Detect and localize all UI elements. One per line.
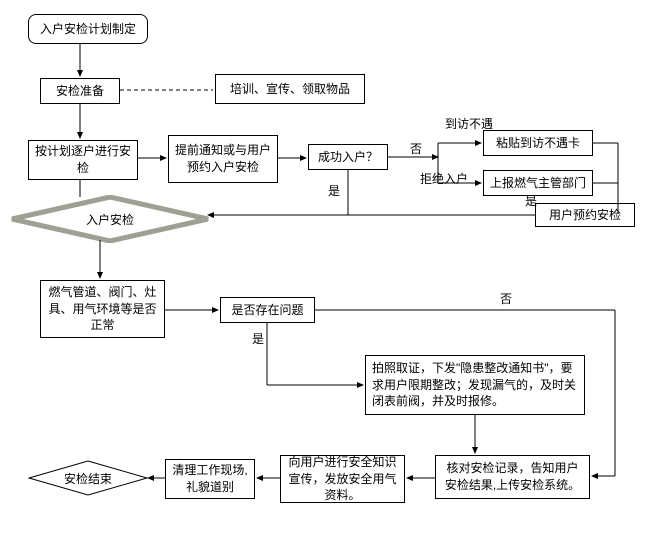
label-no2: 否 xyxy=(500,290,512,307)
label-no1: 否 xyxy=(410,140,422,157)
label-miss: 到访不遇 xyxy=(445,115,493,132)
node-check-items-label: 燃气管道、阀门、灶具、用气环境等是否正常 xyxy=(47,284,158,334)
node-problem-q: 是否存在问题 xyxy=(220,297,315,323)
node-notify-label: 提前通知或与用户预约入户安检 xyxy=(175,142,271,176)
node-inspection: 入户安检 xyxy=(10,195,210,243)
node-prepare-note: 培训、宣传、领取物品 xyxy=(215,74,365,104)
node-miss-card: 粘贴到访不遇卡 xyxy=(483,130,593,156)
node-problem-q-label: 是否存在问题 xyxy=(231,302,303,319)
label-yes1: 是 xyxy=(328,182,340,199)
node-plan-label: 入户安检计划制定 xyxy=(40,21,136,38)
node-plan: 入户安检计划制定 xyxy=(28,14,148,44)
node-cleanup-label: 清理工作现场,礼貌道别 xyxy=(172,462,248,496)
node-educate: 向用户进行安全知识宣传，发放安全用气资料。 xyxy=(280,455,405,503)
node-cleanup: 清理工作现场,礼貌道别 xyxy=(165,459,255,499)
node-enter-q-label: 成功入户？ xyxy=(318,149,378,166)
node-report-dept: 上报燃气主管部门 xyxy=(483,170,593,196)
node-rectify: 拍照取证，下发"隐患整改通知书"，要求用户限期整改；发现漏气的，及时关闭表前阀，… xyxy=(365,355,585,415)
node-verify-label: 核对安检记录，告知用户安检结果,上传安检系统。 xyxy=(442,460,583,494)
label-yes-refuse: 是 xyxy=(525,192,537,209)
node-miss-card-label: 粘贴到访不遇卡 xyxy=(496,135,580,152)
node-end: 安检结束 xyxy=(28,460,148,496)
node-prepare: 安检准备 xyxy=(40,78,120,104)
node-notify: 提前通知或与用户预约入户安检 xyxy=(168,135,278,183)
node-prepare-label: 安检准备 xyxy=(56,83,104,100)
node-verify: 核对安检记录，告知用户安检结果,上传安检系统。 xyxy=(435,455,590,499)
node-check-items: 燃气管道、阀门、灶具、用气环境等是否正常 xyxy=(40,280,165,338)
node-report-dept-label: 上报燃气主管部门 xyxy=(490,175,586,192)
node-by-plan-label: 按计划逐户进行安检 xyxy=(35,143,131,177)
node-prepare-note-label: 培训、宣传、领取物品 xyxy=(230,81,350,98)
label-yes2: 是 xyxy=(252,330,264,347)
node-enter-q: 成功入户？ xyxy=(308,144,388,170)
node-rectify-label: 拍照取证，下发"隐患整改通知书"，要求用户限期整改；发现漏气的，及时关闭表前阀，… xyxy=(372,360,578,410)
node-end-label: 安检结束 xyxy=(64,470,112,487)
label-refuse: 拒绝入户 xyxy=(420,170,468,187)
node-by-plan: 按计划逐户进行安检 xyxy=(28,140,138,180)
node-user-book-label: 用户预约安检 xyxy=(549,207,621,224)
node-user-book: 用户预约安检 xyxy=(535,203,635,227)
node-inspection-label: 入户安检 xyxy=(86,211,134,228)
node-educate-label: 向用户进行安全知识宣传，发放安全用气资料。 xyxy=(287,454,398,504)
